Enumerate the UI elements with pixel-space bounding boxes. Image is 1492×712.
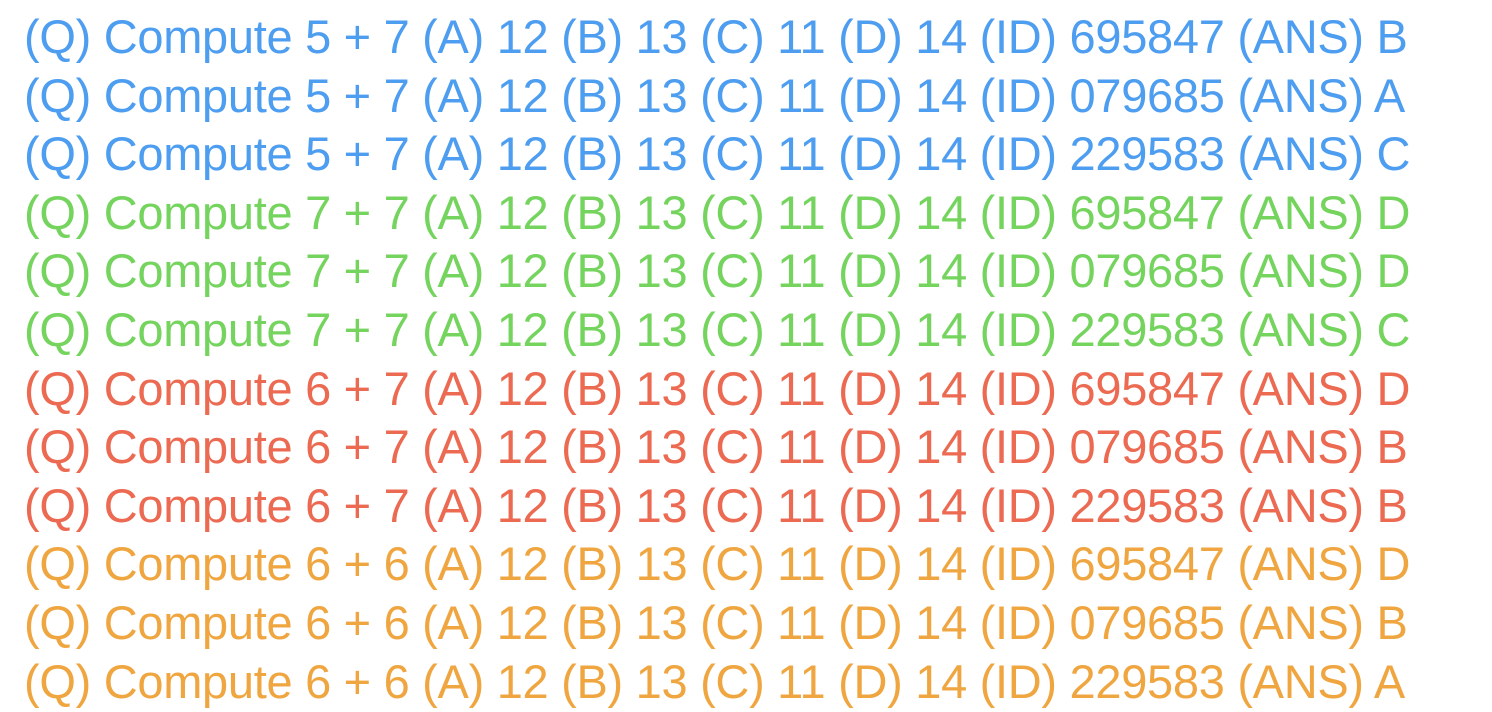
qa-line: (Q) Compute 7 + 7 (A) 12 (B) 13 (C) 11 (… xyxy=(24,185,1411,239)
qa-line: (Q) Compute 6 + 7 (A) 12 (B) 13 (C) 11 (… xyxy=(24,420,1408,474)
qa-line: (Q) Compute 5 + 7 (A) 12 (B) 13 (C) 11 (… xyxy=(24,68,1405,122)
qa-line: (Q) Compute 5 + 7 (A) 12 (B) 13 (C) 11 (… xyxy=(24,10,1408,63)
qa-line: (Q) Compute 6 + 6 (A) 12 (B) 13 (C) 11 (… xyxy=(24,654,1405,708)
qa-line: (Q) Compute 6 + 6 (A) 12 (B) 13 (C) 11 (… xyxy=(24,537,1411,591)
qa-line: (Q) Compute 6 + 7 (A) 12 (B) 13 (C) 11 (… xyxy=(24,361,1411,415)
qa-line: (Q) Compute 6 + 6 (A) 12 (B) 13 (C) 11 (… xyxy=(24,595,1408,649)
qa-line: (Q) Compute 7 + 7 (A) 12 (B) 13 (C) 11 (… xyxy=(24,302,1411,356)
qa-line: (Q) Compute 6 + 7 (A) 12 (B) 13 (C) 11 (… xyxy=(24,478,1408,532)
qa-line: (Q) Compute 7 + 7 (A) 12 (B) 13 (C) 11 (… xyxy=(24,244,1411,298)
qa-line: (Q) Compute 5 + 7 (A) 12 (B) 13 (C) 11 (… xyxy=(24,127,1411,181)
